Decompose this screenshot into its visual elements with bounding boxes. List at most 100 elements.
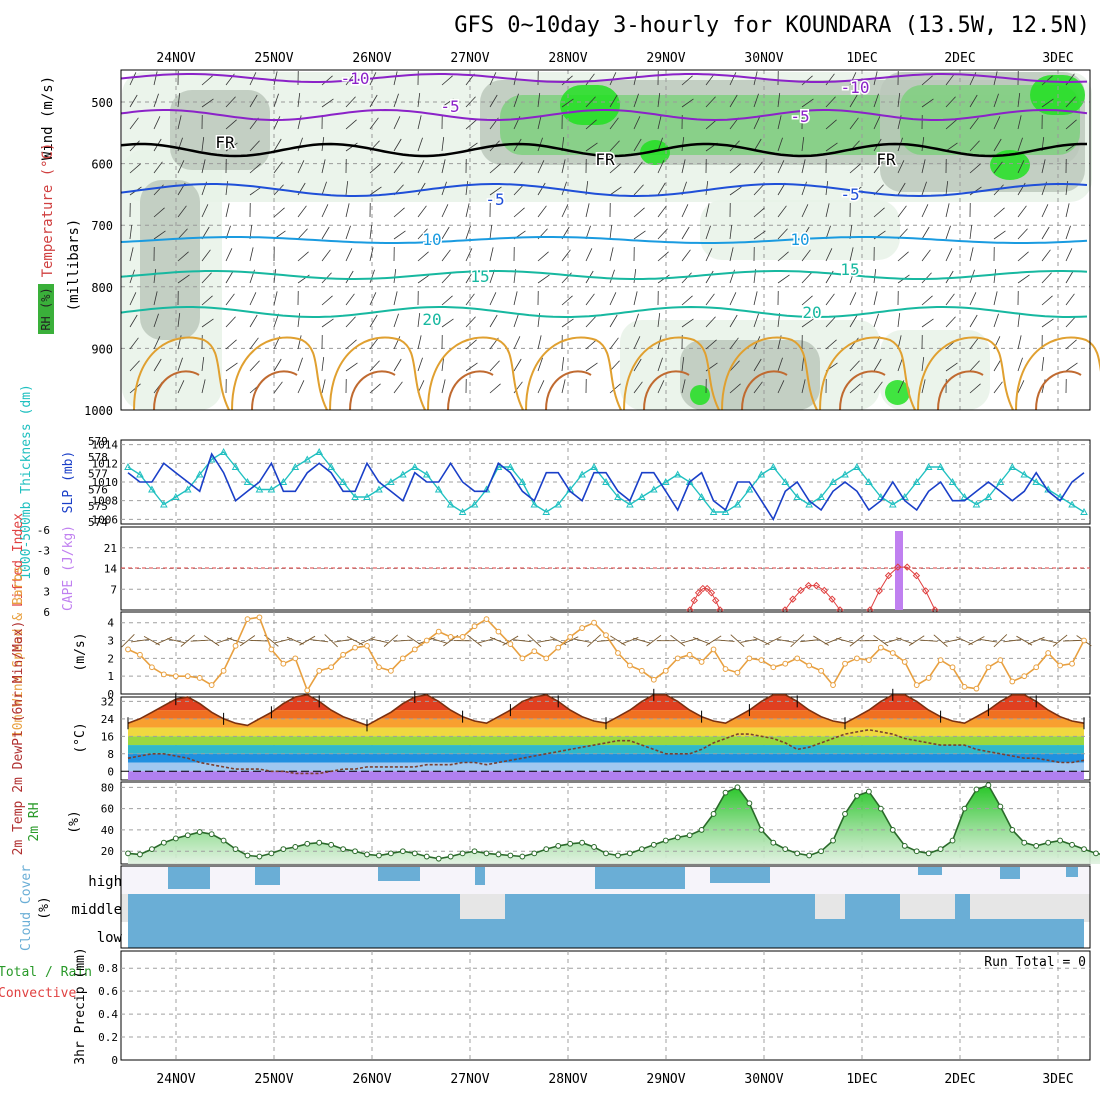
- cape-bar: [895, 531, 903, 610]
- wind-speed-line-point: [651, 677, 656, 682]
- date-label-bottom: 3DEC: [1042, 1072, 1073, 1087]
- wind-speed-line-point: [831, 683, 836, 688]
- contour-label: -10: [341, 69, 370, 88]
- li-tick-label: -3: [37, 545, 50, 558]
- rh2m-line-point: [269, 851, 274, 856]
- temp-band: [128, 771, 1084, 780]
- ylabel-rh2m: 2m RH: [27, 802, 42, 841]
- pressure-tick-label: 1000: [84, 404, 113, 418]
- rh-tick-label: 40: [101, 824, 114, 837]
- cloud-high-bar: [710, 867, 770, 883]
- li-tick-label: 3: [43, 586, 50, 599]
- pressure-tick-label: 500: [91, 96, 113, 110]
- date-label-bottom: 24NOV: [156, 1072, 195, 1087]
- wind-speed-line-point: [950, 665, 955, 670]
- rh2m-line-point: [807, 853, 812, 858]
- cloud-low-bar: [128, 919, 1084, 948]
- rh2m-line-point: [938, 847, 943, 852]
- wind-tick-label: 2: [107, 652, 114, 665]
- wind-speed-line-point: [150, 665, 155, 670]
- wind-tick-label: 1: [107, 670, 114, 683]
- wind-speed-line-point: [819, 668, 824, 673]
- rh2m-line-point: [926, 851, 931, 856]
- wind-speed-line-point: [855, 656, 860, 661]
- wind-barb-10m: [1063, 640, 1081, 641]
- wind-speed-line-point: [974, 686, 979, 691]
- wind-speed-line-point: [365, 643, 370, 648]
- rh2m-line-point: [293, 845, 298, 850]
- wind-speed-line-point: [986, 665, 991, 670]
- cloud-high-bar: [1000, 867, 1020, 879]
- slp-tick-label: 1008: [92, 495, 119, 508]
- rh2m-line-point: [508, 853, 513, 858]
- wind-speed-line-point: [1058, 663, 1063, 668]
- contour-label: 15: [470, 267, 489, 286]
- ylabel-rh-unit: (%): [67, 810, 82, 833]
- wind-speed-line-point: [914, 683, 919, 688]
- rh2m-line-point: [1094, 851, 1099, 856]
- wind-speed-line-point: [711, 647, 716, 652]
- pressure-tick-label: 800: [91, 281, 113, 295]
- rh2m-line-point: [735, 785, 740, 790]
- wind-speed-line-point: [329, 665, 334, 670]
- cloud-middle-gap: [970, 894, 1084, 919]
- rh2m-line-point: [448, 854, 453, 859]
- contour-label: 20: [802, 303, 821, 322]
- run-total: Run Total = 0: [984, 955, 1086, 970]
- rh2m-line-point: [1082, 847, 1087, 852]
- wind-speed-line-point: [520, 656, 525, 661]
- rh2m-line-point: [484, 851, 489, 856]
- wind-speed-line-point: [305, 688, 310, 693]
- rh2m-line-point: [245, 853, 250, 858]
- cape-tick-label: 21: [104, 542, 117, 555]
- date-label-bottom: 28NOV: [548, 1072, 587, 1087]
- ylabel-temp: Temperature (°C): [40, 143, 56, 278]
- wind-speed-line-point: [389, 668, 394, 673]
- rh2m-line-point: [890, 828, 895, 833]
- ylabel-cloud: Cloud Cover: [19, 865, 34, 951]
- cloud-high-bar: [255, 867, 280, 885]
- ylabel-cape: CAPE (J/kg): [61, 525, 76, 611]
- rh2m-line-point: [783, 847, 788, 852]
- date-label-top: 27NOV: [450, 51, 489, 66]
- rh2m-line-point: [138, 852, 143, 857]
- rh2m-line-point: [771, 840, 776, 845]
- rh2m-line-point: [520, 854, 525, 859]
- temp-tick-label: 32: [101, 695, 114, 708]
- ylabel-cloud-unit: (%): [37, 896, 52, 919]
- rh2m-line-point: [329, 842, 334, 847]
- wind-speed-line-point: [1034, 665, 1039, 670]
- rh2m-line-point: [950, 838, 955, 843]
- pressure-tick-label: 600: [91, 158, 113, 172]
- rh2m-line-point: [341, 847, 346, 852]
- date-label-top: 28NOV: [548, 51, 587, 66]
- wind-speed-line-point: [759, 658, 764, 663]
- cloud-high-bar: [378, 867, 420, 881]
- date-label-top: 29NOV: [646, 51, 685, 66]
- wind-speed-line-point: [878, 645, 883, 650]
- wind-speed-line-point: [998, 658, 1003, 663]
- slp-tick-label: 1014: [92, 439, 119, 452]
- wind-speed-line-point: [580, 626, 585, 631]
- rh2m-line-point: [747, 801, 752, 806]
- rh2m-line-point: [424, 854, 429, 859]
- contour-label: -5: [790, 107, 809, 126]
- date-label-bottom: 30NOV: [744, 1072, 783, 1087]
- wind-speed-line-point: [1046, 651, 1051, 656]
- wind-speed-line-point: [556, 645, 561, 650]
- rh2m-line-point: [1022, 840, 1027, 845]
- rh2m-line-point: [1070, 842, 1075, 847]
- temp-tick-label: 8: [107, 748, 114, 761]
- rh2m-line-point: [663, 838, 668, 843]
- contour-label: 10: [790, 230, 809, 249]
- wind-speed-line-point: [938, 658, 943, 663]
- wind-speed-line-point: [436, 629, 441, 634]
- cloud-level-label: middle: [71, 902, 122, 918]
- rh2m-line-point: [1034, 843, 1039, 848]
- rh2m-line-point: [472, 849, 477, 854]
- cloud-level-label: low: [97, 930, 123, 946]
- wind-speed-line-point: [604, 633, 609, 638]
- wind-tick-label: 4: [107, 617, 114, 630]
- date-label-bottom: 27NOV: [450, 1072, 489, 1087]
- wind-speed-line-point: [161, 672, 166, 677]
